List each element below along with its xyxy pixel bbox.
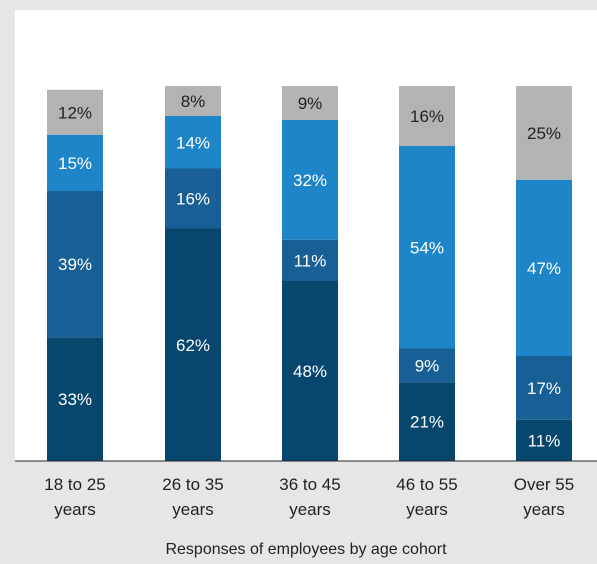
data-label: 33%	[58, 390, 92, 409]
data-label: 11%	[294, 251, 327, 270]
category-label: 36 to 45	[279, 475, 340, 494]
data-label: 32%	[293, 171, 327, 190]
data-label: 39%	[58, 255, 92, 274]
data-label: 54%	[410, 238, 444, 257]
data-label: 14%	[176, 133, 210, 152]
bar-segment	[165, 228, 221, 461]
value-labels-layer: 33% 39% 15% 12% 62% 16% 14% 8% 48% 11% 32% 9% 21% 9% 5…	[58, 92, 561, 450]
bar-segment	[399, 382, 455, 461]
bar-segment	[282, 239, 338, 281]
data-label: 48%	[293, 362, 327, 381]
data-label: 8%	[181, 92, 206, 111]
category-label: years	[289, 500, 331, 519]
bar-segment	[399, 348, 455, 383]
bar-segment	[47, 89, 103, 135]
data-label: 25%	[527, 124, 561, 143]
bar-segment	[516, 356, 572, 420]
bar-segment	[165, 168, 221, 229]
data-label: 21%	[410, 413, 444, 432]
category-label: years	[172, 500, 214, 519]
bar-segment	[399, 86, 455, 146]
data-label: 62%	[176, 336, 210, 355]
bars-layer	[47, 86, 572, 461]
data-label: 9%	[415, 356, 440, 375]
data-label: 15%	[58, 154, 92, 173]
bar-segment	[47, 191, 103, 338]
data-label: 17%	[527, 379, 561, 398]
bar-segment	[165, 116, 221, 169]
bar-segment	[47, 337, 103, 461]
data-label: 11%	[528, 431, 561, 450]
bar-segment	[516, 86, 572, 180]
data-label: 12%	[58, 103, 92, 122]
category-label: 18 to 25	[44, 475, 105, 494]
data-label: 47%	[527, 259, 561, 278]
bar-segment	[399, 146, 455, 349]
bar-segment	[165, 86, 221, 116]
bar-segment	[282, 281, 338, 461]
bar-segment	[516, 419, 572, 461]
category-label: Over 55	[514, 475, 574, 494]
category-label: years	[54, 500, 96, 519]
category-label: years	[406, 500, 448, 519]
data-label: 16%	[176, 190, 210, 209]
category-labels-layer: 18 to 25 years 26 to 35 years 36 to 45 years 4…	[44, 475, 574, 519]
category-label: 46 to 55	[396, 475, 457, 494]
data-label: 9%	[298, 94, 323, 113]
bar-segment	[47, 134, 103, 191]
bar-segment	[282, 86, 338, 120]
bar-segment	[516, 179, 572, 356]
x-axis-title: Responses of employees by age cohort	[165, 541, 447, 558]
category-label: years	[523, 500, 565, 519]
data-label: 16%	[410, 107, 444, 126]
category-label: 26 to 35	[162, 475, 223, 494]
bar-segment	[282, 119, 338, 240]
